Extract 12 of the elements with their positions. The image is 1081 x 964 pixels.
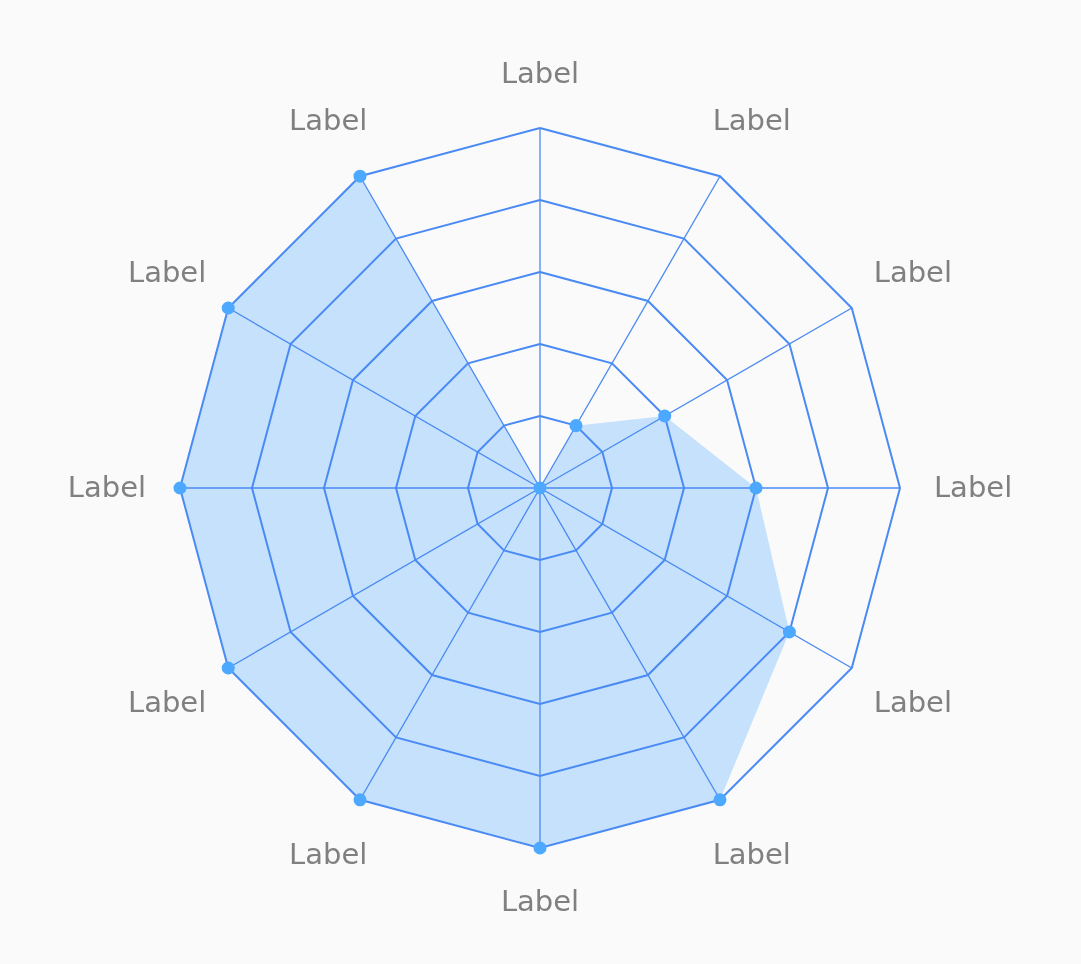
spoke-label: Label [67, 470, 147, 504]
spoke-label: Label [933, 470, 1013, 504]
spoke-label: Label [873, 254, 952, 289]
spoke-label: Label [128, 685, 207, 720]
spoke-label: Label [289, 103, 368, 138]
spoke-label: Label [289, 836, 368, 871]
spoke-label: Label [500, 56, 580, 90]
spoke-label: Label [128, 254, 207, 289]
spoke-label: Label [712, 836, 791, 871]
spoke-label: Label [712, 103, 791, 138]
spoke-label: Label [873, 685, 952, 720]
spoke-label: Label [500, 884, 580, 918]
